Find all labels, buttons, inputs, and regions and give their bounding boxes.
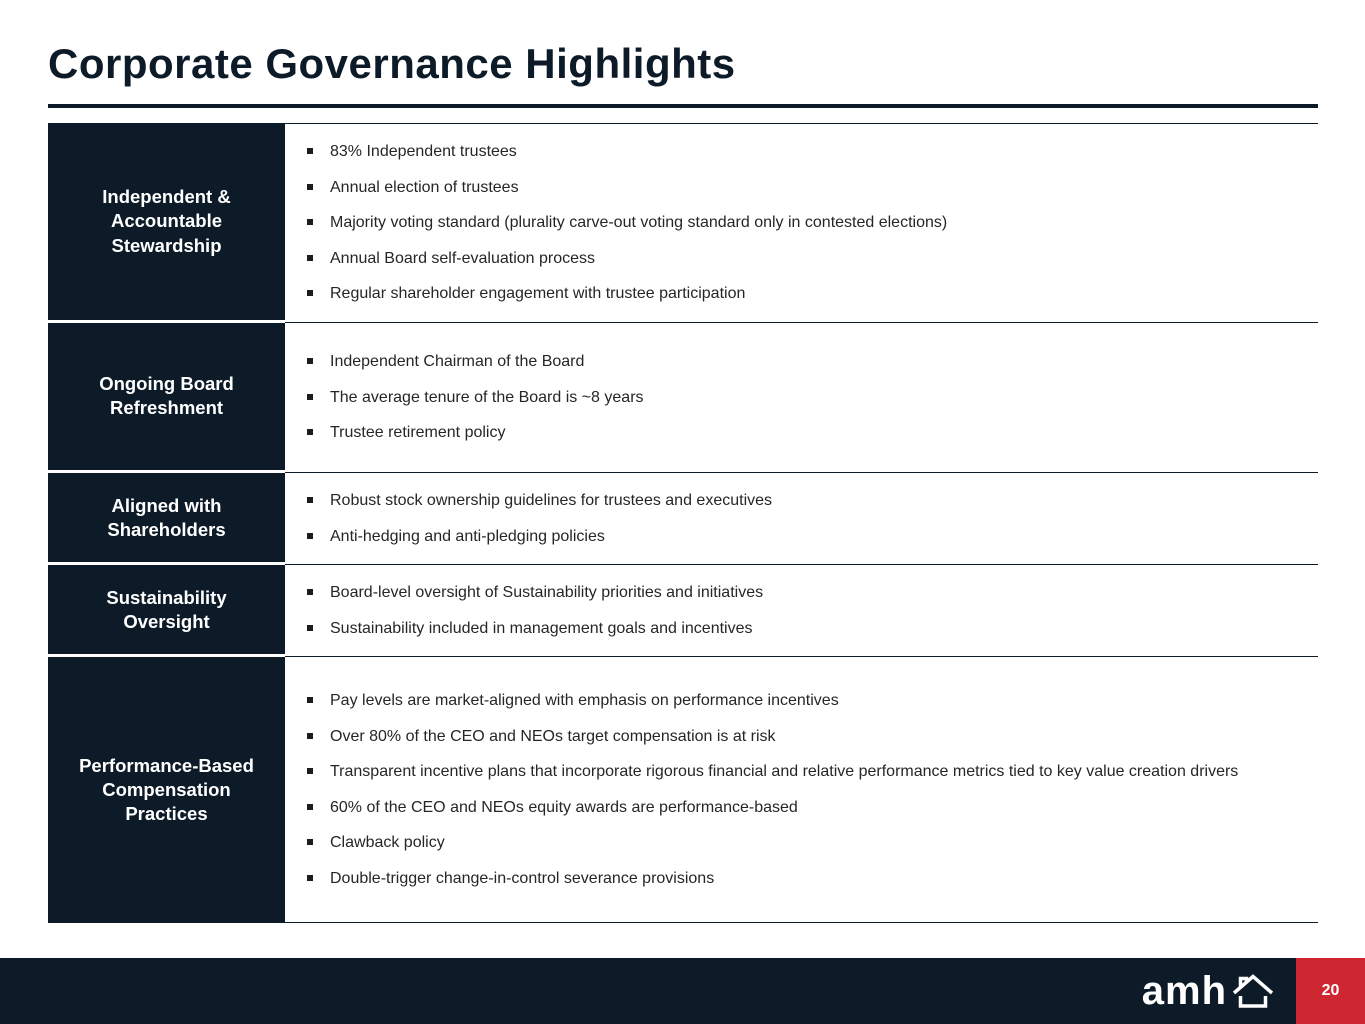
slide-header: Corporate Governance Highlights [0,0,1365,108]
bullet-square-icon [307,768,313,775]
bullet-square-icon [307,358,313,365]
bullet-item: Sustainability included in management go… [305,611,1290,647]
row-label: Ongoing Board Refreshment [48,322,285,473]
table-row: Performance-Based Compensation Practices… [48,657,1318,924]
page-number: 20 [1321,982,1340,999]
bullet-item: Majority voting standard (plurality carv… [305,205,1290,241]
row-label: Aligned with Shareholders [48,472,285,566]
bullet-text: Over 80% of the CEO and NEOs target comp… [330,727,776,745]
page-title: Corporate Governance Highlights [48,40,736,87]
bullet-item: Double-trigger change-in-control severan… [305,861,1290,897]
table-row: Ongoing Board Refreshment Independent Ch… [48,322,1318,473]
bullet-text: 83% Independent trustees [330,143,517,160]
amh-house-icon [1232,974,1274,1008]
bullet-item: 83% Independent trustees [305,134,1290,170]
bullet-square-icon [307,219,313,226]
bullet-square-icon [307,429,313,436]
row-content: 83% Independent trustees Annual election… [285,123,1318,323]
bullet-text: Double-trigger change-in-control severan… [330,870,715,888]
bullet-item: Trustee retirement policy [305,415,1290,451]
bullet-list: Pay levels are market-aligned with empha… [305,683,1308,897]
bullet-text: Trustee retirement policy [330,424,506,442]
bullet-item: Transparent incentive plans that incorpo… [305,754,1290,790]
footer-bar: amh 20 [0,958,1365,1024]
bullet-text: Anti-hedging and anti-pledging policies [330,527,605,545]
title-rule [48,104,1318,108]
table-row: Aligned with Shareholders Robust stock o… [48,472,1318,566]
bullet-square-icon [307,732,313,739]
row-content: Pay levels are market-aligned with empha… [285,657,1318,924]
bullet-square-icon [307,393,313,400]
bullet-item: The average tenure of the Board is ~8 ye… [305,380,1290,416]
bullet-item: Clawback policy [305,825,1290,861]
bullet-item: Over 80% of the CEO and NEOs target comp… [305,719,1290,755]
bullet-list: Robust stock ownership guidelines for tr… [305,483,1308,554]
bullet-text: The average tenure of the Board is ~8 ye… [330,388,644,406]
row-label: Performance-Based Compensation Practices [48,657,285,924]
row-content: Robust stock ownership guidelines for tr… [285,473,1318,566]
bullet-item: Robust stock ownership guidelines for tr… [305,483,1290,519]
bullet-text: 60% of the CEO and NEOs equity awards ar… [330,798,798,816]
bullet-item: Board-level oversight of Sustainability … [305,575,1290,611]
bullet-square-icon [307,290,313,297]
bullet-item: 60% of the CEO and NEOs equity awards ar… [305,790,1290,826]
table-row: Sustainability Oversight Board-level ove… [48,565,1318,658]
bullet-item: Anti-hedging and anti-pledging policies [305,519,1290,555]
bullet-square-icon [307,254,313,261]
bullet-text: Transparent incentive plans that incorpo… [330,763,1239,781]
bullet-item: Annual election of trustees [305,170,1290,206]
bullet-text: Sustainability included in management go… [330,619,753,637]
bullet-square-icon [307,148,313,154]
bullet-text: Annual election of trustees [330,178,519,196]
bullet-square-icon [307,803,313,810]
bullet-square-icon [307,496,313,503]
page-number-box: 20 [1296,958,1365,1024]
bullet-text: Regular shareholder engagement with trus… [330,285,746,303]
bullet-square-icon [307,589,313,596]
bullet-square-icon [307,875,313,882]
bullet-text: Clawback policy [330,834,445,852]
bullet-item: Independent Chairman of the Board [305,344,1290,380]
bullet-text: Pay levels are market-aligned with empha… [330,692,839,710]
bullet-list: 83% Independent trustees Annual election… [305,134,1308,312]
bullet-text: Board-level oversight of Sustainability … [330,584,764,602]
row-content: Board-level oversight of Sustainability … [285,565,1318,658]
bullet-square-icon [307,839,313,846]
bullet-square-icon [307,183,313,190]
bullet-text: Annual Board self-evaluation process [330,249,596,267]
bullet-square-icon [307,532,313,539]
bullet-text: Majority voting standard (plurality carv… [330,214,948,232]
bullet-square-icon [307,624,313,631]
amh-logo: amh [1142,971,1276,1011]
bullet-text: Robust stock ownership guidelines for tr… [330,491,773,509]
governance-table: Independent & Accountable Stewardship 83… [48,123,1318,924]
row-label: Independent & Accountable Stewardship [48,123,285,323]
bullet-item: Pay levels are market-aligned with empha… [305,683,1290,719]
bullet-text: Independent Chairman of the Board [330,353,585,371]
row-content: Independent Chairman of the Board The av… [285,323,1318,473]
amh-logo-text: amh [1141,969,1227,1013]
bullet-square-icon [307,697,313,704]
table-row: Independent & Accountable Stewardship 83… [48,123,1318,323]
bullet-list: Board-level oversight of Sustainability … [305,575,1308,646]
bullet-list: Independent Chairman of the Board The av… [305,344,1308,451]
row-label: Sustainability Oversight [48,565,285,658]
bullet-item: Regular shareholder engagement with trus… [305,276,1290,312]
bullet-item: Annual Board self-evaluation process [305,241,1290,277]
